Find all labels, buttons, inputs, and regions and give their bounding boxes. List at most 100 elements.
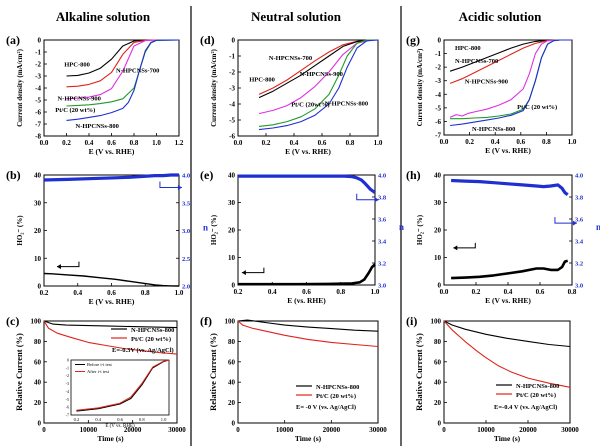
x-tick-label: 0.4: [491, 138, 500, 146]
x-tick-label: 0.2: [62, 139, 71, 147]
series-line: [237, 320, 379, 348]
series-line: [238, 263, 376, 286]
column-title-alkaline: Alkaline solution: [56, 9, 151, 24]
arrow-right: [554, 217, 577, 224]
series-line: [258, 39, 378, 99]
series-line: [43, 320, 178, 329]
y-axis-label: Relative Current (%): [208, 333, 218, 411]
curve-label: N-HPCNSs-800: [76, 123, 119, 130]
x-tick-label: 30000: [168, 426, 186, 434]
arrow-head: [572, 220, 577, 226]
y-tick-label: 20: [434, 399, 442, 407]
x-tick-label: 0: [442, 426, 446, 434]
x-tick-label: 0.2: [472, 288, 481, 296]
y-tick-label: 100: [431, 318, 442, 326]
legend-label: Pt/C (20 wt%): [516, 392, 556, 399]
y-tick-label: 0: [232, 420, 236, 428]
y-tick-label: 100: [225, 318, 236, 326]
x-tick-label: 1.0: [152, 139, 161, 147]
arrow-head: [56, 264, 61, 270]
panel-label: (i): [406, 314, 417, 328]
condition-note: E=-0.4 V (vs. Ag/AgCl): [494, 404, 557, 411]
x-tick-label: 10000: [276, 426, 294, 434]
inset-x-tick-label: 0.4: [95, 417, 101, 422]
y-tick-label: -3: [435, 77, 441, 85]
inset-x-tick-label: 1.0: [161, 417, 167, 422]
y-tick-label: 60: [228, 358, 236, 366]
inset-y-tick-label: -3: [66, 381, 69, 386]
y-tick-label-right: 4.0: [378, 173, 386, 180]
y-tick-label: -1: [35, 49, 41, 57]
x-tick-label: 0.4: [504, 288, 513, 296]
x-tick-label: 20000: [124, 426, 142, 434]
curve-label: Pt/C (20 wt%): [55, 107, 95, 114]
x-tick-label: 0.8: [568, 288, 577, 296]
arrow-left: [56, 261, 80, 268]
x-tick-label: 0: [236, 426, 240, 434]
panel-label: (f): [200, 314, 212, 328]
x-axis-label: Time (s): [494, 434, 521, 443]
x-axis-label: E (V vs. RHE): [89, 297, 135, 306]
series-line: [258, 39, 378, 115]
arrow-head: [241, 270, 246, 276]
curve-label: N-HPCNSs-700: [269, 55, 312, 62]
curve-label: Pt/C (20wt%): [291, 101, 329, 108]
x-tick-label: 1.0: [371, 288, 380, 296]
y-tick-label: 10: [34, 255, 42, 263]
inset-legend-label: Before i-t test: [87, 362, 112, 367]
inset-y-tick-label: -4: [66, 389, 69, 394]
inset-legend-label: After i-t test: [87, 369, 110, 374]
y-tick-label: -6: [229, 133, 235, 141]
x-axis-label: E (V vs. RHE): [89, 147, 135, 156]
y-tick-label-right: 3.8: [378, 195, 387, 202]
x-tick-label: 10000: [477, 426, 495, 434]
curve-label: N-HPCNSs-800: [325, 101, 368, 108]
x-tick-label: 0.6: [318, 139, 327, 147]
y-tick-label-right: 3.0: [378, 283, 386, 290]
y-tick-label: 40: [228, 379, 236, 387]
y-tick-label: -5: [35, 97, 41, 105]
panel-label: (e): [200, 168, 213, 182]
y-tick-label-right: 3.8: [575, 195, 584, 202]
inset-y-tick-label: -7: [66, 413, 69, 418]
x-tick-label: 0.2: [262, 139, 271, 147]
y-tick-label: -2: [35, 61, 41, 69]
x-tick-label: 0.0: [234, 139, 243, 147]
panel-label: (b): [6, 168, 21, 182]
y-tick-label-right: 4.0: [182, 173, 190, 180]
y-tick-label: -7: [35, 121, 41, 129]
series-line: [238, 174, 376, 194]
y-tick-label: 40: [228, 172, 236, 180]
x-tick-label: 0.8: [346, 139, 355, 147]
x-axis-label: E (V vs. RHE): [285, 147, 331, 156]
inset-y-tick-label: 0: [67, 358, 69, 363]
x-tick-label: 0.8: [336, 288, 345, 296]
y-tick-label-right: 2.0: [182, 284, 190, 291]
curve-label: N-HPCNSs-900: [465, 78, 508, 85]
plot-frame: [237, 320, 379, 424]
inset-y-tick-label: -2: [66, 373, 69, 378]
y-tick-label-right: 3.4: [575, 239, 584, 246]
panel-label: (c): [6, 314, 19, 328]
x-tick-label: 1.0: [374, 139, 383, 147]
inset-frame: [70, 359, 170, 416]
x-tick-label: 10000: [80, 426, 98, 434]
y-tick-label: 0: [38, 420, 42, 428]
inset-x-tick-label: 0.6: [117, 417, 123, 422]
x-tick-label: 0.4: [268, 288, 277, 296]
arrow-head: [177, 184, 182, 190]
y-tick-label: -5: [229, 117, 235, 125]
y-tick-label-right: 3.6: [575, 217, 584, 224]
y-tick-label: 20: [228, 227, 236, 235]
legend-label: N-HPCNSs-800: [131, 327, 174, 334]
x-tick-label: 20000: [323, 426, 341, 434]
plot-frame: [443, 39, 573, 136]
y-tick-label: -1: [435, 50, 441, 58]
y-tick-label: 100: [31, 318, 42, 326]
x-axis-label: E (V vs. RHE): [485, 296, 531, 305]
x-tick-label: 0.0: [440, 288, 449, 296]
y-tick-label: 0: [438, 420, 442, 428]
y-tick-label: -2: [435, 64, 441, 72]
series-line: [449, 39, 572, 118]
chart-panel: (f) 0 10000 20000 30000 0 20 40 60 80 100 Time (s) R…: [200, 314, 387, 443]
